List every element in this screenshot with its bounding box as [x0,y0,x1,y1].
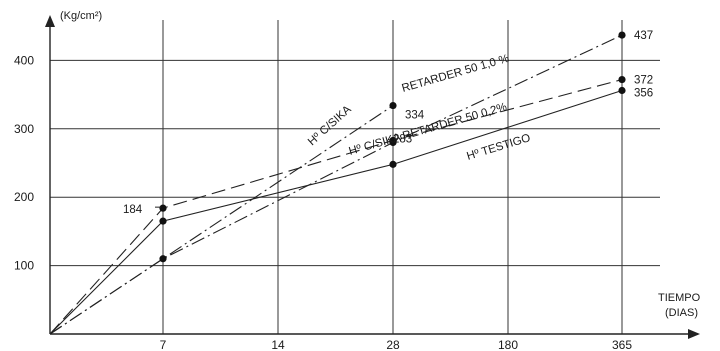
grid [50,20,660,334]
y-axis-arrow [45,15,55,27]
series-annotation: RETARDER 50 1,0 % [401,53,511,95]
data-label: 184 [123,204,143,216]
data-point [618,86,626,95]
x-axis-title: TIEMPO [658,292,701,304]
data-label: 372 [634,75,653,87]
axes [45,15,700,339]
series-line [49,89,623,335]
data-label: 334 [405,110,425,122]
series-annotation: Hº TESTIGO [465,132,532,163]
data-label: 437 [634,30,653,42]
x-tick-label: 14 [271,338,285,351]
x-axis-arrow [688,329,700,339]
chart-labels: 100 200 300 400 7 14 28 180 365 (Kg/cm²) TIEMPO (DI… [14,10,701,351]
data-label: 356 [634,87,653,99]
series-annotation: Hº C/SIKA [306,103,354,148]
data-point [159,255,167,263]
data-label: 283 [393,133,412,145]
data-point [618,75,626,84]
series-line [49,105,394,335]
series-line [49,34,623,335]
y-axis-title: (Kg/cm²) [60,10,102,22]
series-lines [49,34,623,335]
data-point [389,160,397,168]
data-points [159,31,626,263]
data-point [159,217,167,225]
data-point [159,204,167,212]
data-point [618,31,626,39]
data-point [389,101,397,110]
y-tick-label: 100 [14,259,34,273]
y-tick-label: 300 [14,122,34,136]
data-point [389,136,397,145]
y-tick-label: 200 [14,190,34,204]
y-tick-label: 400 [14,53,34,67]
x-tick-label: 7 [160,338,167,351]
series-line [49,79,623,335]
x-axis-title-units: (DIAS) [665,307,698,319]
x-tick-label: 365 [612,338,632,351]
x-tick-label: 28 [386,338,400,351]
x-tick-label: 180 [498,338,518,351]
